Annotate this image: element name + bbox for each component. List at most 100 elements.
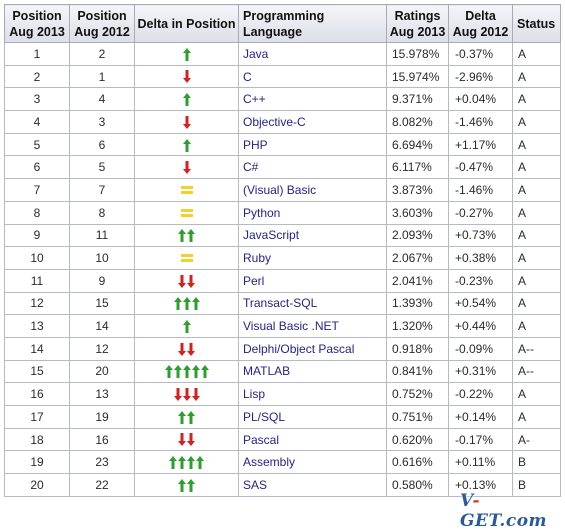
language-link[interactable]: Pascal xyxy=(238,427,387,452)
delta-rating-cell: -2.96% xyxy=(448,64,513,89)
position-2013-cell: 19 xyxy=(4,450,70,475)
delta-position-indicator xyxy=(178,229,195,243)
delta-position-cell xyxy=(134,268,239,293)
arrow-up-icon xyxy=(187,410,195,424)
status-cell: A-- xyxy=(512,359,561,384)
table-row: 11 9 Perl 2.041% -0.23% A xyxy=(4,268,561,293)
arrow-down-icon xyxy=(182,161,191,175)
delta-position-indicator xyxy=(180,251,193,265)
position-2012-cell: 2 xyxy=(69,42,135,66)
delta-position-indicator xyxy=(173,388,200,402)
delta-rating-cell: -0.17% xyxy=(448,427,513,452)
position-2013-cell: 2 xyxy=(4,64,70,89)
rating-cell: 0.918% xyxy=(386,336,449,361)
language-link[interactable]: JavaScript xyxy=(238,223,387,248)
arrow-down-icon xyxy=(187,342,195,356)
delta-position-indicator xyxy=(182,138,191,152)
delta-position-cell xyxy=(134,382,239,406)
table-row: 19 23 Assembly 0.616% +0.11% B xyxy=(4,450,561,475)
delta-position-cell xyxy=(134,336,239,361)
arrow-up-icon xyxy=(187,456,195,470)
equal-icon xyxy=(180,209,193,218)
arrow-up-icon xyxy=(200,365,209,379)
delta-position-cell xyxy=(134,155,239,180)
language-link[interactable]: Java xyxy=(238,42,387,66)
header-programming-language[interactable]: Programming Language xyxy=(238,4,387,43)
arrow-down-icon xyxy=(173,388,182,402)
language-link[interactable]: PL/SQL xyxy=(238,405,387,429)
language-link[interactable]: MATLAB xyxy=(238,359,387,384)
arrow-up-icon xyxy=(182,93,191,107)
language-link[interactable]: Ruby xyxy=(238,246,387,270)
position-2013-cell: 16 xyxy=(4,382,70,406)
language-link[interactable]: Perl xyxy=(238,268,387,293)
status-cell: A- xyxy=(512,427,561,452)
status-cell: A xyxy=(512,132,561,157)
language-link[interactable]: C++ xyxy=(238,87,387,112)
language-link[interactable]: Transact-SQL xyxy=(238,291,387,316)
arrow-up-icon xyxy=(169,456,177,470)
delta-position-indicator xyxy=(169,456,204,470)
header-delta-position[interactable]: Delta in Position xyxy=(134,4,239,43)
language-link[interactable]: Assembly xyxy=(238,450,387,475)
header-status[interactable]: Status xyxy=(512,4,561,43)
delta-position-indicator xyxy=(182,115,191,129)
arrow-up-icon xyxy=(191,297,200,311)
arrow-down-icon xyxy=(191,388,200,402)
delta-position-indicator xyxy=(182,47,191,61)
delta-rating-cell: -0.22% xyxy=(448,382,513,406)
status-cell: A xyxy=(512,291,561,316)
rating-cell: 0.616% xyxy=(386,450,449,475)
language-link[interactable]: C# xyxy=(238,155,387,180)
delta-position-indicator xyxy=(180,183,193,197)
position-2012-cell: 14 xyxy=(69,314,135,338)
rating-cell: 2.093% xyxy=(386,223,449,248)
arrow-up-icon xyxy=(178,456,186,470)
rating-cell: 2.041% xyxy=(386,268,449,293)
delta-position-cell xyxy=(134,427,239,452)
table-row: 9 11 JavaScript 2.093% +0.73% A xyxy=(4,223,561,248)
rating-cell: 3.873% xyxy=(386,178,449,202)
language-link[interactable]: PHP xyxy=(238,132,387,157)
language-link[interactable]: Objective-C xyxy=(238,110,387,134)
position-2012-cell: 19 xyxy=(69,405,135,429)
position-2013-cell: 17 xyxy=(4,405,70,429)
rating-cell: 1.320% xyxy=(386,314,449,338)
rating-cell: 0.752% xyxy=(386,382,449,406)
language-link[interactable]: Visual Basic .NET xyxy=(238,314,387,338)
arrow-down-icon xyxy=(182,70,191,84)
language-link[interactable]: Python xyxy=(238,200,387,225)
language-link[interactable]: C xyxy=(238,64,387,89)
language-link[interactable]: Delphi/Object Pascal xyxy=(238,336,387,361)
position-2013-cell: 14 xyxy=(4,336,70,361)
arrow-down-icon xyxy=(178,433,186,447)
header-position-2012[interactable]: Position Aug 2012 xyxy=(69,4,135,43)
delta-position-cell xyxy=(134,223,239,248)
equal-icon xyxy=(180,254,193,263)
position-2012-cell: 23 xyxy=(69,450,135,475)
header-position-2013[interactable]: Position Aug 2013 xyxy=(4,4,70,43)
position-2013-cell: 3 xyxy=(4,87,70,112)
position-2013-cell: 13 xyxy=(4,314,70,338)
table-row: 16 13 Lisp 0.752% -0.22% A xyxy=(4,382,561,406)
position-2012-cell: 6 xyxy=(69,132,135,157)
language-link[interactable]: SAS xyxy=(238,473,387,497)
language-link[interactable]: Lisp xyxy=(238,382,387,406)
arrow-up-icon xyxy=(173,365,182,379)
header-delta-rating[interactable]: Delta Aug 2012 xyxy=(448,4,513,43)
status-cell: A xyxy=(512,246,561,270)
table-row: 20 22 SAS 0.580% +0.13% B xyxy=(4,473,561,497)
position-2013-cell: 9 xyxy=(4,223,70,248)
rating-cell: 0.841% xyxy=(386,359,449,384)
delta-rating-cell: +0.14% xyxy=(448,405,513,429)
status-cell: A xyxy=(512,405,561,429)
table-row: 14 12 Delphi/Object Pascal 0.918% -0.09% A-- xyxy=(4,336,561,361)
table-row: 15 20 MATLAB 0.841% +0.31% A-- xyxy=(4,359,561,384)
language-link[interactable]: (Visual) Basic xyxy=(238,178,387,202)
delta-position-indicator xyxy=(182,320,191,334)
delta-rating-cell: -0.27% xyxy=(448,200,513,225)
header-ratings[interactable]: Ratings Aug 2013 xyxy=(386,4,449,43)
table-row: 2 1 C 15.974% -2.96% A xyxy=(4,64,561,89)
status-cell: A xyxy=(512,178,561,202)
arrow-down-icon xyxy=(182,388,191,402)
